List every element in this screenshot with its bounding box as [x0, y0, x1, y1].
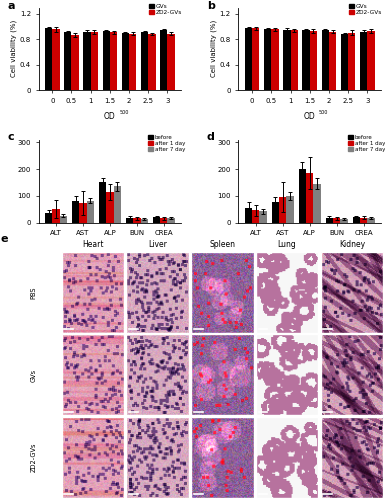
Text: Spleen: Spleen — [209, 240, 235, 248]
Bar — [87, 200, 94, 222]
Text: 500: 500 — [119, 110, 129, 114]
Bar — [272, 202, 279, 222]
Bar — [322, 30, 329, 90]
Bar — [348, 33, 355, 90]
Legend: before, after 1 day, after 7 day: before, after 1 day, after 7 day — [347, 134, 385, 152]
Bar — [252, 210, 259, 222]
Text: d: d — [207, 132, 215, 141]
Bar — [353, 217, 360, 222]
Bar — [299, 169, 306, 222]
Legend: GVs, ZD2-GVs: GVs, ZD2-GVs — [148, 4, 182, 16]
Bar — [160, 30, 167, 90]
Bar — [291, 30, 298, 90]
Bar — [306, 173, 313, 222]
Bar — [310, 31, 317, 90]
Text: Liver: Liver — [148, 240, 167, 248]
Text: 500: 500 — [319, 110, 328, 114]
Y-axis label: Cell viability (%): Cell viability (%) — [10, 20, 17, 78]
Bar — [72, 35, 79, 90]
Text: OD: OD — [104, 112, 116, 120]
Bar — [52, 209, 60, 222]
Bar — [333, 218, 340, 222]
Text: Lung: Lung — [278, 240, 296, 248]
Bar — [259, 212, 267, 222]
Bar — [313, 184, 321, 222]
Bar — [122, 33, 129, 90]
Text: Heart: Heart — [82, 240, 104, 248]
Bar — [245, 208, 252, 222]
Bar — [45, 28, 52, 90]
Bar — [360, 218, 367, 222]
Text: PBS: PBS — [30, 286, 37, 298]
Bar — [84, 32, 91, 90]
Text: a: a — [7, 1, 15, 11]
Bar — [99, 182, 106, 222]
Bar — [72, 201, 79, 222]
Bar — [326, 218, 333, 222]
Text: c: c — [7, 132, 14, 141]
Legend: GVs, ZD2-GVs: GVs, ZD2-GVs — [348, 4, 383, 16]
Bar — [126, 218, 133, 222]
Bar — [106, 192, 114, 222]
Text: e: e — [0, 234, 8, 244]
Bar — [279, 197, 286, 222]
Text: OD: OD — [304, 112, 316, 120]
Bar — [245, 28, 252, 90]
Bar — [271, 29, 279, 90]
Bar — [114, 186, 121, 222]
Bar — [52, 29, 60, 90]
Bar — [45, 213, 52, 222]
Bar — [360, 32, 367, 90]
Bar — [148, 34, 156, 90]
Bar — [153, 217, 160, 222]
Bar — [340, 219, 348, 222]
Bar — [167, 218, 175, 222]
Y-axis label: Cell viability (%): Cell viability (%) — [210, 20, 217, 78]
Bar — [367, 218, 375, 222]
Text: GVs: GVs — [30, 368, 37, 382]
Bar — [283, 30, 291, 90]
Bar — [329, 32, 336, 90]
Bar — [79, 204, 87, 223]
Bar — [167, 34, 175, 90]
Bar — [60, 216, 67, 222]
Bar — [129, 34, 136, 90]
Text: Kidney: Kidney — [339, 240, 365, 248]
Bar — [91, 32, 98, 90]
Bar — [341, 34, 348, 90]
Bar — [252, 28, 259, 90]
Bar — [141, 32, 148, 90]
Bar — [102, 31, 110, 90]
Bar — [133, 218, 141, 222]
Bar — [264, 29, 271, 90]
Text: ZD2-GVs: ZD2-GVs — [30, 442, 37, 472]
Bar — [160, 218, 167, 222]
Bar — [64, 32, 72, 90]
Bar — [141, 220, 148, 222]
Bar — [303, 30, 310, 90]
Legend: before, after 1 day, after 7 day: before, after 1 day, after 7 day — [147, 134, 186, 152]
Bar — [367, 31, 375, 90]
Text: b: b — [207, 1, 215, 11]
Bar — [110, 32, 117, 90]
Bar — [286, 196, 294, 222]
